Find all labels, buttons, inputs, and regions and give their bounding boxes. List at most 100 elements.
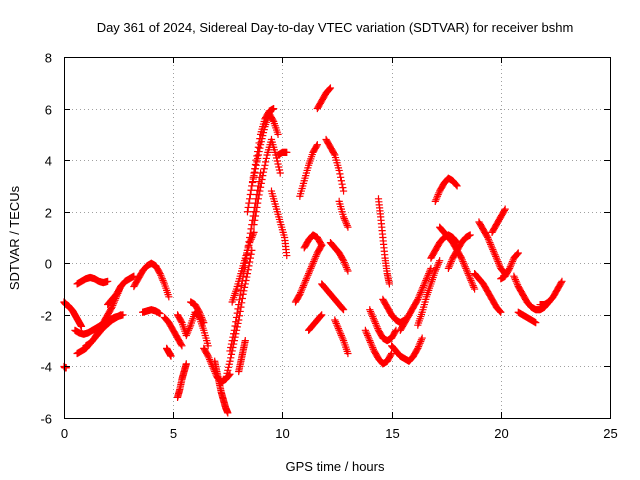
data-point bbox=[254, 154, 262, 163]
data-point bbox=[243, 208, 252, 216]
data-point bbox=[130, 272, 138, 280]
grid bbox=[64, 57, 610, 418]
data-point bbox=[557, 279, 565, 287]
series-arc-48 bbox=[488, 205, 509, 236]
data-point bbox=[532, 318, 540, 327]
data-point bbox=[246, 190, 254, 199]
data-point bbox=[501, 205, 509, 213]
series-arc-52 bbox=[536, 277, 566, 309]
data-point bbox=[227, 350, 236, 358]
data-point bbox=[241, 337, 249, 345]
y-tick-label: -4 bbox=[40, 360, 52, 375]
series-arc-39 bbox=[388, 334, 426, 365]
y-tick-label: 2 bbox=[45, 206, 52, 221]
data-point bbox=[262, 158, 270, 166]
data-point bbox=[244, 203, 252, 212]
data-point bbox=[226, 357, 234, 365]
data-point bbox=[77, 322, 86, 331]
data-point bbox=[251, 165, 260, 173]
axis-ticks: 0 5 10 15 20 25 -6 -4 -2 0 2 4 6 8 bbox=[40, 51, 617, 442]
data-point bbox=[388, 349, 396, 358]
series-arc-6 bbox=[104, 272, 138, 309]
data-point bbox=[247, 225, 255, 233]
plot-frame bbox=[64, 57, 611, 419]
data-point bbox=[182, 360, 190, 368]
data-point bbox=[156, 309, 164, 318]
data-point bbox=[500, 206, 509, 215]
data-point bbox=[245, 262, 253, 270]
data-point bbox=[260, 126, 268, 134]
series-arc-16 bbox=[222, 246, 256, 383]
data-point bbox=[453, 182, 461, 190]
data-point bbox=[317, 240, 325, 248]
data-point bbox=[326, 84, 335, 92]
data-point bbox=[249, 175, 257, 183]
data-point bbox=[496, 307, 504, 316]
data-point bbox=[243, 270, 252, 278]
data-point bbox=[252, 208, 260, 216]
data-point bbox=[230, 326, 238, 334]
series-arc-9 bbox=[160, 313, 186, 350]
series-arc-51 bbox=[514, 308, 540, 327]
data-point bbox=[330, 150, 338, 158]
data-point bbox=[318, 241, 326, 249]
data-point bbox=[253, 203, 261, 212]
data-point bbox=[261, 161, 269, 169]
data-point bbox=[273, 157, 281, 165]
data-point bbox=[177, 340, 185, 349]
data-point bbox=[250, 172, 258, 180]
series-arc-26 bbox=[296, 141, 321, 200]
data-point bbox=[226, 370, 234, 378]
data-point bbox=[231, 322, 239, 330]
data-point bbox=[313, 142, 321, 150]
series-arc-19 bbox=[235, 337, 249, 376]
data-point bbox=[222, 372, 230, 380]
series-arc-31 bbox=[322, 135, 348, 195]
data-point bbox=[248, 178, 257, 187]
data-point bbox=[259, 172, 267, 180]
series-arc-36 bbox=[366, 306, 400, 345]
data-point bbox=[344, 349, 352, 358]
data-point bbox=[235, 296, 244, 304]
series-arc-32 bbox=[326, 239, 352, 275]
data-point bbox=[276, 169, 284, 177]
series-arc-21 bbox=[248, 110, 282, 190]
data-point bbox=[326, 85, 334, 93]
data-point bbox=[104, 277, 112, 285]
x-tick-label: 0 bbox=[61, 426, 68, 441]
data-point bbox=[229, 333, 237, 341]
data-point bbox=[252, 161, 260, 169]
series-arc-25 bbox=[291, 241, 326, 306]
series-arc-40 bbox=[396, 264, 435, 334]
data-point bbox=[452, 181, 460, 189]
data-point bbox=[251, 168, 259, 176]
data-point bbox=[241, 280, 249, 288]
data-point bbox=[258, 175, 266, 184]
data-point bbox=[245, 199, 253, 207]
series-arc-30 bbox=[318, 280, 348, 314]
data-point bbox=[338, 180, 346, 188]
data-point bbox=[230, 330, 238, 338]
data-point bbox=[251, 216, 259, 224]
series-arc-7 bbox=[130, 259, 173, 301]
data-point bbox=[234, 305, 242, 313]
data-point bbox=[224, 363, 233, 371]
data-point bbox=[223, 369, 231, 377]
data-point bbox=[385, 280, 394, 288]
x-tick-label: 5 bbox=[170, 426, 177, 441]
series-arc-45 bbox=[444, 231, 474, 273]
data-point bbox=[178, 342, 186, 350]
data-point bbox=[337, 177, 345, 185]
series-arc-37 bbox=[374, 195, 394, 288]
series-arc-41 bbox=[414, 257, 444, 329]
data-point bbox=[337, 173, 345, 181]
data-point bbox=[514, 249, 522, 257]
x-tick-label: 20 bbox=[494, 426, 508, 441]
data-point bbox=[235, 300, 243, 309]
data-point bbox=[275, 163, 283, 171]
data-point bbox=[233, 309, 241, 317]
data-point bbox=[222, 375, 230, 383]
data-points bbox=[60, 84, 566, 417]
data-point bbox=[232, 318, 240, 326]
data-point bbox=[270, 104, 278, 113]
